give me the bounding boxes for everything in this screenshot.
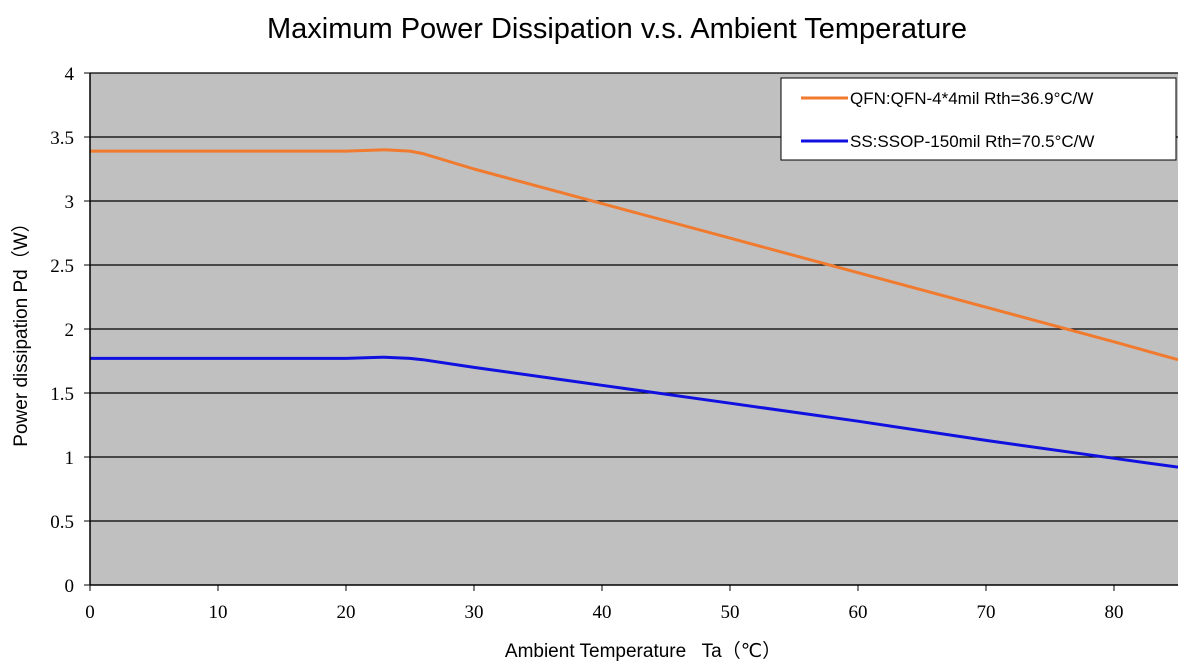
x-tick-label: 80 — [1105, 602, 1124, 623]
y-tick-label: 2 — [65, 320, 75, 341]
series-line-1 — [90, 148, 1178, 362]
x-axis-label: Ambient Temperature Ta（℃） — [505, 640, 781, 662]
y-tick-label: 1 — [65, 448, 75, 469]
x-tick-label: 60 — [849, 602, 868, 623]
x-tick-label: 0 — [85, 602, 95, 623]
y-tick-label: 0.5 — [50, 512, 74, 533]
chart-title: Maximum Power Dissipation v.s. Ambient T… — [267, 13, 967, 45]
y-tick-label: 3.5 — [50, 128, 74, 149]
y-tick-label: 0 — [65, 576, 75, 597]
y-tick-label: 3 — [65, 192, 75, 213]
y-tick-label: 1.5 — [50, 384, 74, 405]
x-tick-label: 10 — [209, 602, 228, 623]
legend: QFN:QFN-4*4mil Rth=36.9°C/W SS:SSOP-150mi… — [780, 77, 1177, 161]
legend-box — [780, 77, 1177, 161]
x-tick-labels: 0 10 20 30 40 50 60 70 80 — [85, 585, 1124, 623]
x-tick-label: 70 — [977, 602, 996, 623]
series-lines — [90, 148, 1178, 469]
x-tick-label: 30 — [465, 602, 484, 623]
legend-label-2: SS:SSOP-150mil Rth=70.5°C/W — [850, 132, 1094, 151]
legend-label-1: QFN:QFN-4*4mil Rth=36.9°C/W — [850, 89, 1093, 108]
y-tick-label: 4 — [65, 64, 75, 85]
x-tick-label: 40 — [593, 602, 612, 623]
x-tick-label: 20 — [337, 602, 356, 623]
y-axis-label: Power dissipation Pd（W） — [10, 213, 32, 446]
y-tick-label: 2.5 — [50, 256, 74, 277]
series-line-2 — [90, 355, 1178, 469]
y-tick-labels: 0 0.5 1 1.5 2 2.5 3 3.5 4 — [50, 64, 90, 597]
x-tick-label: 50 — [721, 602, 740, 623]
